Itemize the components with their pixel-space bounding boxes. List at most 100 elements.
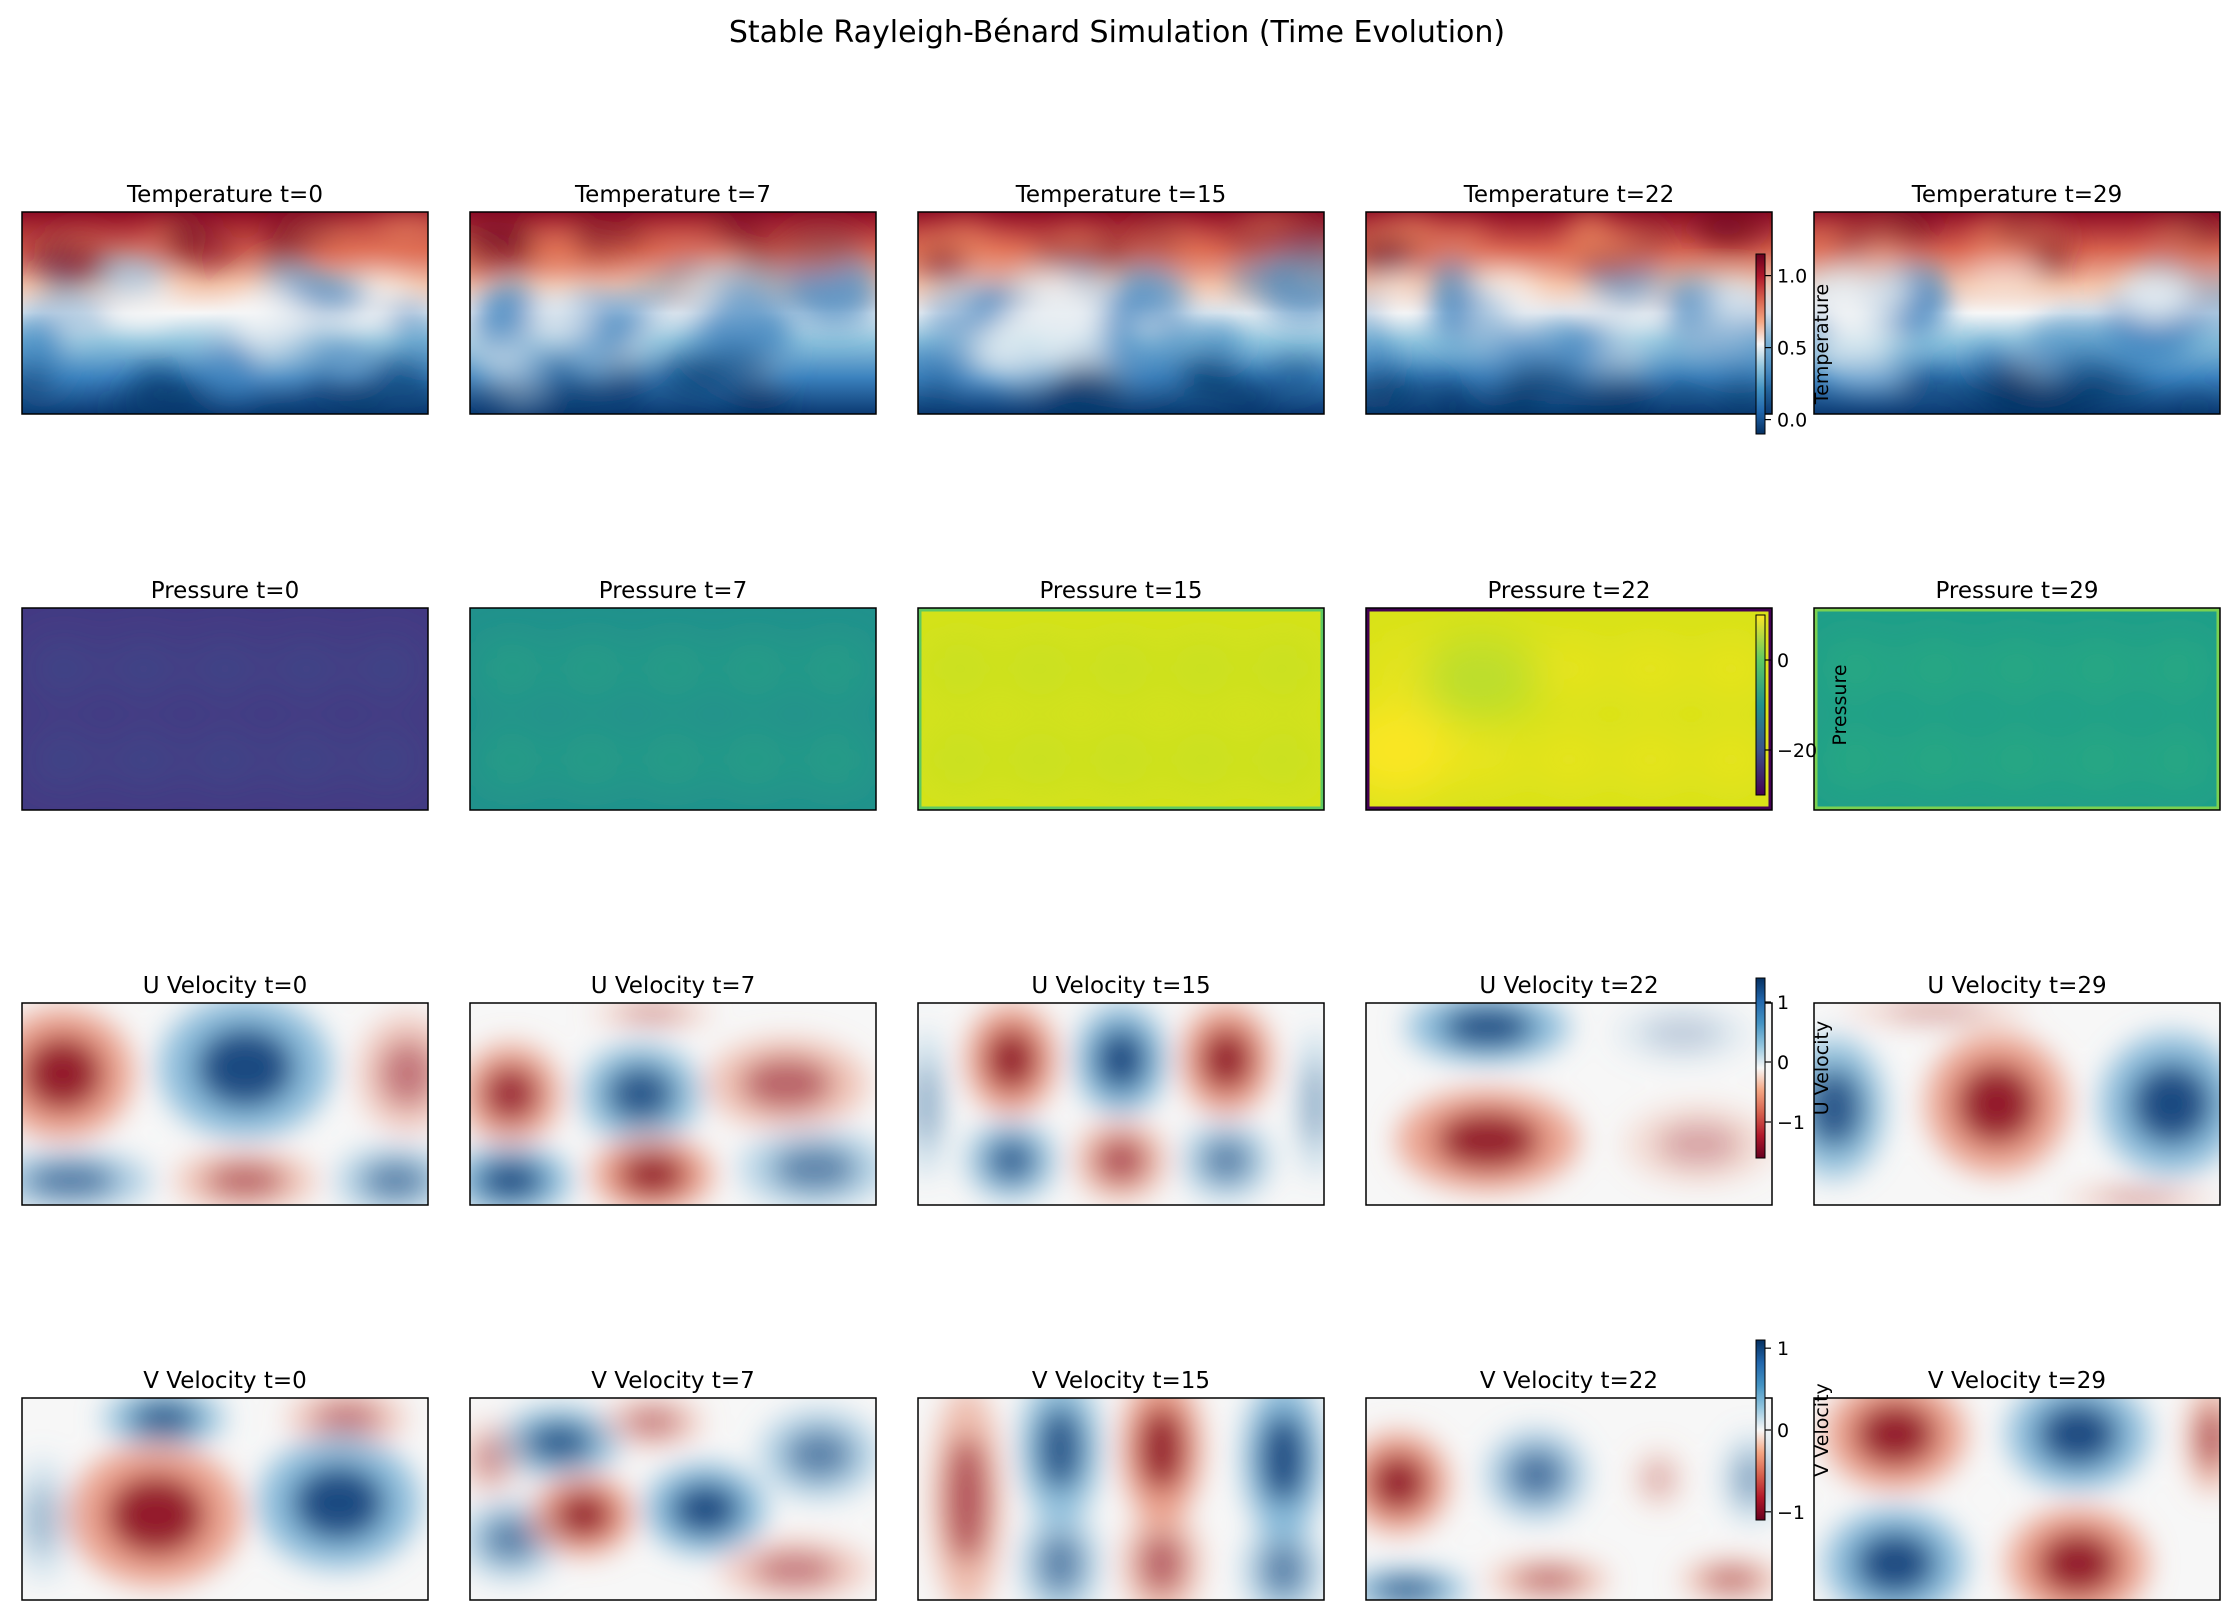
figure-title: Stable Rayleigh-Bénard Simulation (Time … (729, 15, 1505, 50)
panel-frame (917, 1002, 1325, 1206)
heatmap-cells (470, 1398, 876, 1600)
panel-frame (1813, 1397, 2221, 1601)
colorbar-scale (1755, 253, 1766, 435)
panel-u-velocity-0: U Velocity t=0 (21, 973, 429, 1206)
heatmap-grid: Temperature t=0 Temperature t=7 Temperatur… (21, 182, 2221, 1601)
panel-u-velocity-4: U Velocity t=29 (1813, 973, 2221, 1206)
colorbar-tick-label: 0 (1777, 650, 1789, 672)
colorbar-tick-label: 0.0 (1777, 410, 1807, 432)
heatmap-cells (1814, 1003, 2220, 1205)
heatmap-cells (22, 1398, 428, 1600)
heatmap-cells (1366, 212, 1772, 414)
panel-frame (1365, 1002, 1773, 1206)
colorbar-tick-label: 1.0 (1777, 266, 1807, 288)
panel-pressure-2: Pressure t=15 (917, 578, 1325, 811)
panel-title: Pressure t=29 (1935, 578, 2098, 604)
colorbar-u-velocity: 1 0 −1 U Velocity (1755, 977, 1833, 1159)
panel-pressure-1: Pressure t=7 (469, 578, 877, 811)
colorbar-pressure: 0 −20 Pressure (1755, 614, 1851, 796)
panel-title: Temperature t=22 (1463, 182, 1675, 208)
panel-title: V Velocity t=0 (143, 1368, 307, 1394)
panel-frame (917, 607, 1325, 811)
panel-u-velocity-2: U Velocity t=15 (917, 973, 1325, 1206)
panel-frame (1813, 211, 2221, 415)
colorbar-label: V Velocity (1811, 1383, 1833, 1477)
panel-title: V Velocity t=29 (1928, 1368, 2106, 1394)
panel-frame (469, 1002, 877, 1206)
panel-title: U Velocity t=7 (591, 973, 756, 999)
panel-pressure-0: Pressure t=0 (21, 578, 429, 811)
heatmap-cells (1366, 1003, 1772, 1205)
heatmap-cells (918, 212, 1324, 414)
panel-v-velocity-2: V Velocity t=15 (917, 1368, 1325, 1601)
panel-v-velocity-4: V Velocity t=29 (1813, 1368, 2221, 1601)
panel-pressure-3: Pressure t=22 (1365, 578, 1773, 811)
panel-title: Pressure t=7 (599, 578, 747, 604)
panel-frame (21, 1002, 429, 1206)
panel-title: Pressure t=22 (1487, 578, 1650, 604)
heatmap-cells (470, 1003, 876, 1205)
panel-temperature-0: Temperature t=0 (21, 182, 429, 415)
colorbar-tick-label: 0.5 (1777, 338, 1807, 360)
panel-v-velocity-1: V Velocity t=7 (469, 1368, 877, 1601)
panel-title: U Velocity t=29 (1927, 973, 2106, 999)
heatmap-cells (918, 608, 1324, 810)
panel-title: Pressure t=15 (1039, 578, 1202, 604)
panel-v-velocity-0: V Velocity t=0 (21, 1368, 429, 1601)
panel-u-velocity-3: U Velocity t=22 (1365, 973, 1773, 1206)
heatmap-cells (22, 608, 428, 810)
panel-temperature-4: Temperature t=29 (1813, 182, 2221, 415)
panel-frame (1365, 607, 1773, 811)
colorbar-scale (1755, 977, 1766, 1159)
panel-pressure-4: Pressure t=29 (1813, 578, 2221, 811)
heatmap-cells (918, 1398, 1324, 1600)
panel-frame (1365, 211, 1773, 415)
panel-v-velocity-3: V Velocity t=22 (1365, 1368, 1773, 1601)
colorbar-v-velocity: 1 0 −1 V Velocity (1755, 1338, 1833, 1524)
panel-title: U Velocity t=0 (143, 973, 308, 999)
panel-frame (469, 607, 877, 811)
colorbar-scale (1755, 1339, 1766, 1521)
heatmap-cells (470, 212, 876, 414)
colorbar-tick-label: −20 (1777, 740, 1817, 762)
panel-frame (21, 1397, 429, 1601)
panel-title: U Velocity t=22 (1479, 973, 1658, 999)
heatmap-cells (1814, 608, 2220, 810)
panel-frame (469, 211, 877, 415)
panel-frame (21, 211, 429, 415)
heatmap-cells (1814, 1398, 2220, 1600)
heatmap-cells (470, 608, 876, 810)
heatmap-cells (1814, 212, 2220, 414)
panel-title: V Velocity t=15 (1032, 1368, 1210, 1394)
panel-title: U Velocity t=15 (1031, 973, 1210, 999)
colorbar-scale (1755, 614, 1766, 796)
colorbar-tick-label: −1 (1777, 1112, 1805, 1134)
panel-temperature-1: Temperature t=7 (469, 182, 877, 415)
panel-title: V Velocity t=7 (591, 1368, 755, 1394)
panel-frame (469, 1397, 877, 1601)
panel-frame (1365, 1397, 1773, 1601)
heatmap-cells (22, 212, 428, 414)
panel-frame (917, 1397, 1325, 1601)
panel-title: Pressure t=0 (151, 578, 299, 604)
colorbar-label: U Velocity (1811, 1021, 1833, 1115)
colorbar-label: Temperature (1811, 284, 1833, 405)
panel-title: V Velocity t=22 (1480, 1368, 1658, 1394)
panel-frame (1813, 1002, 2221, 1206)
panel-u-velocity-1: U Velocity t=7 (469, 973, 877, 1206)
colorbar-tick-label: 1 (1777, 992, 1789, 1014)
heatmap-cells (22, 1003, 428, 1205)
heatmap-cells (1366, 608, 1772, 810)
heatmap-cells (1366, 1398, 1772, 1600)
panel-title: Temperature t=15 (1015, 182, 1227, 208)
panel-temperature-3: Temperature t=22 (1365, 182, 1773, 415)
panel-frame (917, 211, 1325, 415)
panel-title: Temperature t=7 (574, 182, 771, 208)
heatmap-cells (918, 1003, 1324, 1205)
panel-frame (21, 607, 429, 811)
panel-frame (1813, 607, 2221, 811)
colorbar-tick-label: 0 (1777, 1420, 1789, 1442)
colorbar-tick-label: 0 (1777, 1052, 1789, 1074)
